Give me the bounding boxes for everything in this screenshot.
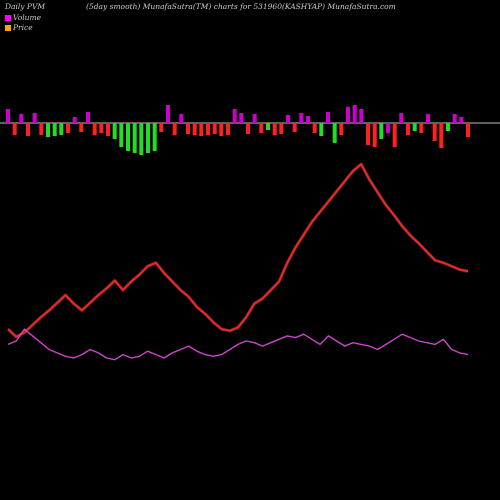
volume-bar [206, 123, 210, 135]
volume-bar [39, 123, 44, 135]
volume-bar [252, 114, 257, 123]
volume-bar [386, 123, 390, 133]
price-line-glow [6, 162, 469, 339]
volume-bar [172, 123, 177, 135]
volume-bar [66, 123, 70, 133]
volume-bar [159, 123, 164, 132]
volume-bar [92, 123, 97, 135]
volume-bar [152, 123, 157, 151]
legend-label-volume: Volume [13, 13, 42, 22]
volume-bar [246, 123, 250, 134]
volume-bar [259, 123, 264, 133]
indicator-line [7, 328, 469, 361]
volume-bar [86, 112, 90, 123]
volume-bar [79, 123, 84, 132]
volume-bar [439, 123, 444, 148]
volume-bar [346, 107, 350, 123]
volume-bar [459, 117, 464, 123]
volume-bar [6, 109, 10, 123]
volume-bar [212, 123, 217, 134]
volume-bar [399, 113, 404, 123]
volume-bar [146, 123, 150, 153]
volume-bar [299, 113, 304, 123]
volume-bar [46, 123, 50, 137]
volume-bar [232, 109, 237, 123]
volume-bar [366, 123, 370, 145]
volume-bar [199, 123, 204, 136]
volume-bar [406, 123, 410, 135]
volume-bar [226, 123, 230, 135]
volume-bar [106, 123, 110, 136]
volume-bar [119, 123, 124, 147]
legend-item-price: Price [5, 23, 33, 32]
volume-bar [72, 117, 77, 123]
volume-bar [306, 116, 310, 123]
chart-title-left: Daily PVM [5, 2, 46, 11]
volume-bar [432, 123, 437, 141]
volume-bar [466, 123, 470, 137]
volume-bar [52, 123, 57, 136]
volume-bar [359, 109, 364, 123]
volume-bar [112, 123, 117, 139]
volume-bar [166, 105, 170, 123]
volume-bar [219, 123, 224, 136]
volume-bar [446, 123, 450, 131]
volume-bar [126, 123, 130, 151]
volume-bar [412, 123, 417, 131]
volume-bar [312, 123, 317, 133]
chart-title-center: (5day smooth) MunafaSutra(TM) charts for… [86, 2, 282, 11]
volume-bar [292, 123, 297, 132]
volume-bar [266, 123, 270, 130]
volume-bar [59, 123, 64, 135]
volume-bar [326, 112, 330, 123]
volume-bar [379, 123, 384, 139]
volume-bar [286, 115, 290, 123]
price-line [7, 163, 469, 338]
volume-bar [192, 123, 197, 135]
volume-bar [272, 123, 277, 135]
volume-bar [279, 123, 284, 134]
volume-bar [419, 123, 424, 133]
volume-bar [319, 123, 324, 136]
chart-title-right: (KASHYAP) MunafaSutra.com [282, 2, 396, 11]
volume-bar [26, 123, 30, 136]
legend-label-price: Price [13, 23, 33, 32]
volume-bar [179, 114, 184, 123]
volume-bar [452, 114, 457, 123]
volume-bar [99, 123, 104, 133]
volume-bar [352, 105, 357, 123]
volume-bar [132, 123, 137, 153]
volume-bar [426, 114, 430, 123]
volume-bar [392, 123, 397, 147]
volume-bar [139, 123, 144, 155]
legend-swatch-price [5, 25, 11, 31]
legend-item-volume: Volume [5, 13, 41, 22]
volume-bar [372, 123, 377, 147]
volume-bar [239, 113, 244, 123]
volume-bar [186, 123, 190, 134]
volume-bar [12, 123, 17, 135]
volume-bar [32, 113, 37, 123]
volume-bar [339, 123, 344, 135]
volume-bar [19, 114, 24, 123]
legend-swatch-volume [5, 15, 11, 21]
volume-bar [332, 123, 337, 143]
